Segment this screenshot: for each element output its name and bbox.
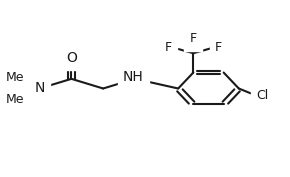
Text: N: N (35, 81, 45, 96)
Text: NH: NH (123, 70, 144, 84)
Text: Me: Me (6, 93, 24, 105)
Text: O: O (66, 51, 77, 65)
Text: Me: Me (6, 72, 24, 84)
Text: F: F (215, 41, 222, 54)
Text: F: F (190, 32, 197, 45)
Text: F: F (164, 41, 171, 54)
Text: Cl: Cl (256, 89, 269, 102)
